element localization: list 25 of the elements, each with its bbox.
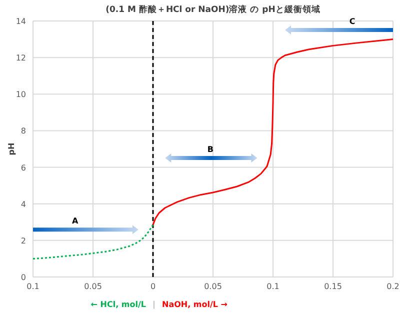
y-axis-title: pH [7,142,16,156]
x-tick-label: 0.15 [324,282,342,291]
annotation: B [207,144,214,154]
y-tick-label: 4 [20,200,26,209]
y-tick-label: 0 [20,273,26,282]
y-tick-label: 6 [20,163,26,172]
y-tick-label: 10 [16,90,26,100]
x-tick-label: 0.05 [84,282,102,291]
x-tick-label: 0.1 [266,282,280,291]
chart-title: (0.1 M 酢酸＋HCl or NaOH)溶液 の pHと緩衝領域 [106,4,320,15]
annotation: C [349,16,356,26]
x-tick-label: 0 [150,282,156,291]
x-axis-title: | [152,300,156,309]
x-tick-label: 0.1 [26,282,40,291]
line-series [152,38,394,226]
y-tick-label: 12 [16,54,26,63]
annotation: A [72,216,80,226]
x-tick-label: 0.2 [386,282,400,291]
line-series [32,224,154,260]
y-tick-label: 8 [20,126,26,136]
text: ← HCl, mol/L [90,300,146,309]
y-tick-label: 14 [16,17,26,26]
y-tick-label: 2 [20,236,26,246]
x-tick-label: 0.05 [204,282,222,291]
text: NaOH, mol/L → [162,300,228,309]
